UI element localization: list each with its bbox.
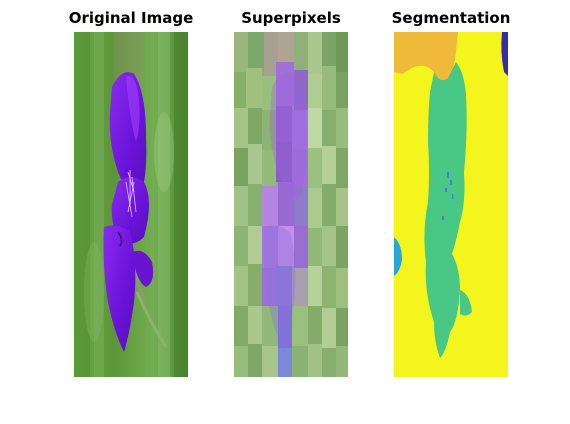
segmentation-image	[394, 32, 508, 377]
panel-title-original: Original Image	[68, 9, 194, 27]
superpixel-cells	[234, 32, 348, 377]
superpixels-image	[234, 32, 348, 377]
segmentation-map	[394, 32, 508, 377]
panel-title-superpixels: Superpixels	[241, 9, 341, 27]
flower-photo	[74, 32, 188, 377]
panel-title-segmentation: Segmentation	[391, 9, 511, 27]
original-image	[74, 32, 188, 377]
superpixel-mosaic	[234, 32, 348, 377]
segment-specks	[442, 172, 454, 220]
